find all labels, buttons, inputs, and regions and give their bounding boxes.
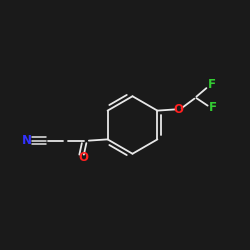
Text: F: F [208, 78, 216, 91]
Text: O: O [79, 151, 89, 164]
Text: N: N [22, 134, 32, 147]
Text: O: O [174, 103, 184, 116]
Text: F: F [209, 101, 217, 114]
